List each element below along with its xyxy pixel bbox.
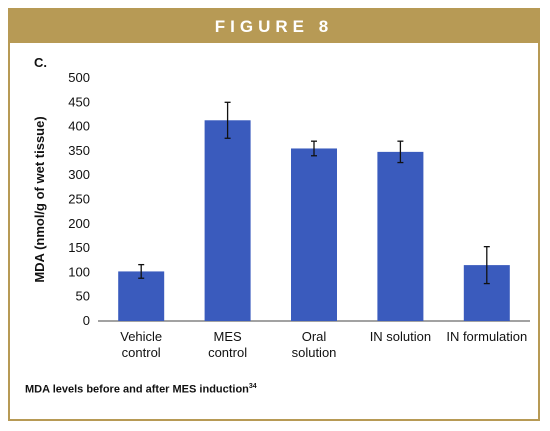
caption-text: MDA levels before and after MES inductio… <box>25 383 249 396</box>
x-tick-label: solution <box>292 345 337 360</box>
bar <box>377 151 424 321</box>
y-tick-label: 150 <box>68 240 90 255</box>
y-tick-label: 350 <box>68 143 90 158</box>
y-axis-label: MDA (nmol/g of wet tissue) <box>32 116 47 282</box>
bar <box>204 120 251 321</box>
y-tick-label: 300 <box>68 167 90 182</box>
figure-frame: FIGURE 8 <box>8 8 540 421</box>
y-tick-label: 250 <box>68 192 90 207</box>
y-tick-label: 500 <box>68 70 90 85</box>
x-tick-label: control <box>208 345 247 360</box>
figure-caption: MDA levels before and after MES inductio… <box>25 383 257 396</box>
y-tick-label: 100 <box>68 264 90 279</box>
figure-banner: FIGURE 8 <box>10 10 538 43</box>
bar <box>118 271 165 321</box>
y-tick-label: 50 <box>76 289 90 304</box>
y-tick-label: 0 <box>83 313 90 328</box>
panel-label: C. <box>34 55 47 70</box>
y-tick-label: 450 <box>68 94 90 109</box>
x-tick-label: Vehicle <box>120 329 162 344</box>
caption-reference: 34 <box>248 383 257 390</box>
x-tick-label: IN solution <box>370 329 431 344</box>
y-tick-label: 400 <box>68 119 90 134</box>
bar <box>291 148 337 321</box>
y-tick-label: 200 <box>68 216 90 231</box>
x-tick-label: IN formulation <box>446 329 527 344</box>
x-tick-label: MES <box>214 329 243 344</box>
x-tick-label: Oral <box>302 329 327 344</box>
x-tick-label: control <box>122 345 161 360</box>
